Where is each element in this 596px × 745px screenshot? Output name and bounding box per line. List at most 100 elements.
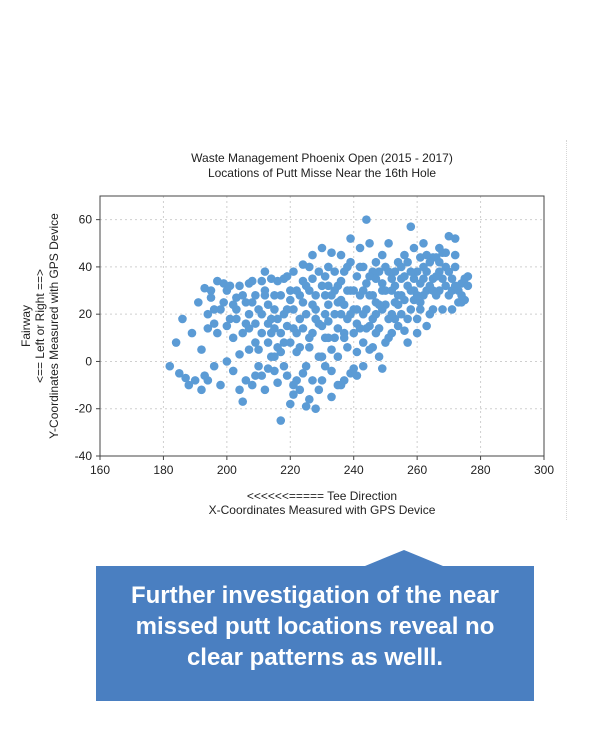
- data-point: [222, 357, 232, 366]
- data-point: [412, 290, 422, 300]
- data-point: [209, 319, 219, 328]
- data-point: [174, 368, 184, 378]
- y-axis-label-line3: Y-Coordinates Measured with GPS Device: [47, 213, 61, 439]
- x-tick-label: 220: [280, 463, 300, 477]
- data-point: [317, 376, 327, 385]
- data-point: [225, 281, 235, 291]
- y-axis-label-line2: <== Left or Right ==>: [33, 268, 47, 384]
- data-point: [295, 342, 305, 352]
- data-point: [308, 376, 317, 385]
- data-point: [292, 286, 301, 295]
- data-point: [412, 314, 422, 324]
- data-point: [270, 290, 279, 300]
- x-tick-label: 200: [217, 463, 237, 477]
- data-point: [409, 243, 419, 253]
- data-point: [365, 345, 374, 354]
- data-point: [285, 338, 295, 347]
- data-point: [422, 250, 431, 260]
- data-point: [419, 238, 428, 248]
- data-point: [336, 309, 346, 319]
- data-point: [317, 281, 327, 291]
- data-point: [343, 262, 352, 272]
- data-point: [244, 309, 254, 319]
- data-point: [298, 368, 308, 378]
- data-point: [444, 267, 454, 276]
- data-point: [260, 290, 270, 300]
- data-point: [311, 404, 320, 414]
- data-point: [390, 267, 400, 276]
- data-point: [289, 380, 298, 390]
- data-point: [289, 390, 298, 399]
- data-point: [333, 324, 343, 333]
- data-point: [165, 361, 175, 371]
- data-point: [346, 234, 355, 243]
- data-point: [431, 272, 441, 281]
- data-point: [441, 281, 450, 291]
- data-point: [314, 352, 324, 362]
- data-point: [209, 361, 219, 371]
- data-point: [260, 267, 270, 276]
- data-point: [308, 274, 317, 284]
- data-point: [247, 380, 257, 390]
- data-point: [320, 272, 330, 281]
- data-point: [216, 380, 225, 390]
- data-point: [387, 286, 397, 295]
- x-axis-label-line1: <<<<<<===== Tee Direction: [246, 489, 398, 503]
- data-point: [276, 416, 286, 425]
- data-point: [263, 300, 273, 310]
- data-point: [324, 316, 333, 326]
- data-point: [447, 305, 457, 314]
- data-point: [301, 361, 311, 371]
- data-point: [305, 394, 314, 404]
- data-point: [225, 314, 235, 324]
- data-point: [320, 290, 330, 300]
- data-point: [228, 366, 238, 376]
- data-point: [393, 300, 403, 310]
- data-point: [387, 274, 397, 284]
- data-point: [289, 324, 298, 333]
- data-point: [400, 250, 409, 260]
- data-point: [358, 338, 368, 347]
- data-point: [190, 376, 200, 385]
- data-point: [270, 324, 279, 333]
- data-point: [206, 286, 216, 295]
- data-point: [279, 361, 289, 371]
- y-tick-label: -20: [75, 402, 93, 416]
- data-points: [165, 215, 473, 425]
- data-point: [362, 324, 371, 333]
- data-point: [365, 238, 374, 248]
- data-point: [257, 371, 267, 380]
- data-point: [270, 366, 279, 376]
- data-point: [298, 276, 308, 286]
- data-point: [244, 345, 254, 354]
- data-point: [450, 262, 460, 272]
- data-point: [358, 286, 368, 295]
- data-point: [314, 267, 324, 276]
- data-point: [355, 262, 365, 272]
- data-point: [232, 314, 241, 324]
- data-point: [409, 274, 419, 284]
- data-point: [276, 290, 286, 300]
- callout-text-line3: clear patterns as welll.: [186, 644, 444, 671]
- data-point: [336, 380, 346, 390]
- data-point: [251, 338, 260, 347]
- data-point: [339, 300, 349, 310]
- data-point: [330, 286, 339, 295]
- callout-text-line1: Further investigation of the near: [130, 582, 500, 609]
- data-point: [346, 309, 355, 319]
- data-point: [403, 314, 412, 324]
- data-point: [352, 305, 362, 314]
- x-tick-label: 160: [90, 463, 110, 477]
- data-point: [308, 328, 317, 338]
- data-point: [238, 397, 248, 406]
- data-point: [260, 385, 270, 395]
- data-point: [251, 371, 260, 380]
- data-point: [381, 262, 390, 272]
- data-point: [276, 347, 286, 357]
- data-point: [238, 328, 248, 338]
- data-point: [333, 352, 343, 362]
- data-point: [374, 267, 384, 276]
- data-point: [203, 324, 213, 333]
- data-point: [263, 338, 273, 347]
- data-point: [384, 238, 393, 248]
